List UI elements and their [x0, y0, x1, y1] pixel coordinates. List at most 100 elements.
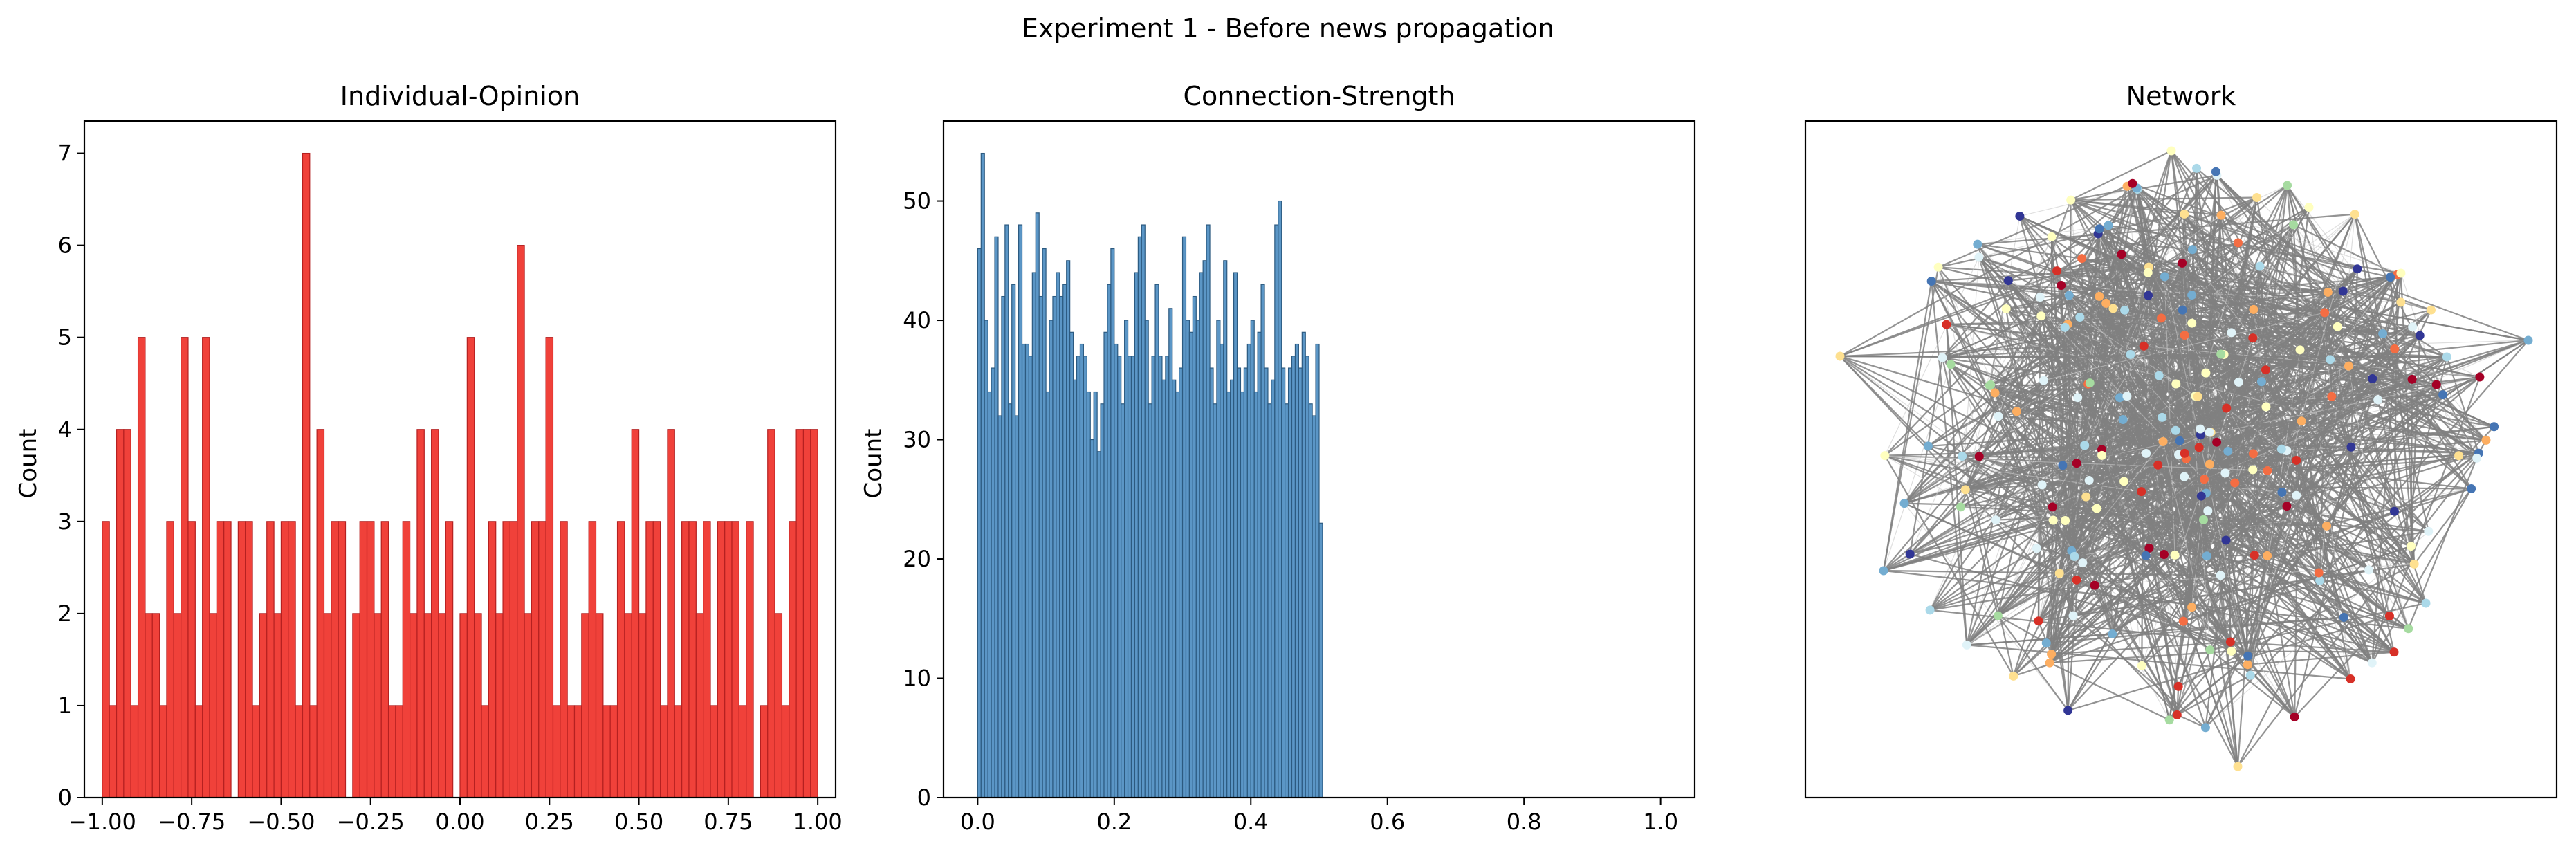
x-tick-label: −0.50 — [247, 809, 315, 835]
network-node — [2389, 506, 2399, 516]
network-edge — [2147, 272, 2263, 383]
histogram-bar — [1024, 343, 1030, 798]
histogram-bar — [1134, 272, 1139, 798]
histogram-bar — [374, 613, 382, 798]
network-edge — [2326, 378, 2413, 526]
network-node — [2390, 344, 2400, 353]
network-node — [2248, 465, 2258, 475]
network-node — [2061, 515, 2070, 525]
histogram-bar — [145, 613, 153, 798]
network-node — [2041, 638, 2051, 648]
y-tick-label: 0 — [917, 784, 931, 811]
network-node — [2212, 437, 2222, 447]
network-edge — [2067, 324, 2076, 557]
y-tick-label: 10 — [903, 665, 931, 692]
network-node — [2386, 273, 2395, 282]
histogram-bar — [1195, 320, 1200, 798]
histogram-bar — [1096, 451, 1101, 798]
network-edge — [2101, 405, 2267, 450]
histogram-bar — [395, 705, 403, 798]
histogram-bar — [567, 705, 576, 798]
histogram-bar — [1216, 320, 1221, 798]
histogram-bar — [746, 521, 754, 798]
histogram-bar — [116, 429, 125, 798]
network-node — [2454, 451, 2464, 461]
network-node — [2245, 670, 2255, 680]
network-edge — [2070, 233, 2099, 551]
network-node — [2442, 352, 2451, 362]
strength-histogram-bars — [977, 152, 1323, 798]
histogram-bar — [659, 705, 668, 798]
opinion-histogram-bars — [102, 152, 818, 798]
network-node — [2424, 526, 2434, 536]
histogram-bar — [1059, 295, 1064, 798]
y-tick-label: 30 — [903, 427, 931, 453]
histogram-bar — [1148, 403, 1152, 798]
network-edge — [2042, 484, 2472, 490]
network-edge — [1884, 455, 2014, 677]
histogram-bar — [1206, 224, 1211, 798]
histogram-bar — [1045, 391, 1050, 798]
network-node — [2407, 374, 2417, 384]
network-edge — [1998, 416, 2178, 715]
histogram-bar — [1130, 356, 1136, 798]
network-edge — [1960, 257, 1980, 507]
network-node — [2277, 488, 2287, 497]
network-edge — [1882, 267, 1940, 571]
histogram-bar — [1305, 356, 1309, 798]
network-node — [1993, 611, 2003, 620]
network-node — [2327, 392, 2337, 401]
histogram-bar — [216, 521, 225, 798]
histogram-bar — [1158, 356, 1163, 798]
histogram-bar — [1165, 356, 1170, 798]
histogram-bar — [130, 705, 139, 798]
network-node — [2159, 550, 2169, 560]
network-node — [2154, 371, 2164, 380]
histogram-bar — [488, 521, 497, 798]
network-node — [2333, 322, 2342, 331]
histogram-bar — [194, 705, 203, 798]
histogram-bar — [1137, 236, 1142, 798]
network-node — [1899, 499, 1909, 508]
network-node — [2108, 629, 2117, 639]
network-edge — [2079, 317, 2208, 557]
histogram-bar — [151, 613, 160, 798]
histogram-bar — [1185, 320, 1190, 798]
network-edge — [2019, 187, 2137, 217]
network-edge — [1883, 569, 2409, 629]
network-node — [2283, 181, 2292, 190]
network-node — [2108, 304, 2118, 313]
network-node — [2252, 193, 2262, 203]
histogram-bar — [1278, 200, 1282, 798]
y-tick-label: 6 — [58, 232, 72, 259]
network-edge — [2145, 555, 2409, 629]
network-node — [2153, 460, 2163, 470]
network-edge — [1929, 462, 2077, 611]
network-node — [2196, 424, 2205, 434]
network-node — [2315, 576, 2325, 585]
network-node — [1880, 451, 1890, 461]
histogram-bar — [1004, 224, 1009, 798]
network-node — [2353, 264, 2362, 274]
network-edge — [1931, 281, 2077, 580]
network-edge — [2294, 615, 2391, 718]
network-edge — [2256, 197, 2443, 396]
network-node — [2248, 333, 2258, 343]
histogram-bar — [674, 705, 683, 798]
histogram-bar — [1220, 343, 1224, 798]
histogram-bar — [266, 521, 275, 798]
network-node — [2367, 658, 2377, 668]
network-edge — [1883, 452, 2254, 572]
network-node — [2408, 322, 2418, 332]
network-edge — [2295, 335, 2421, 461]
histogram-bar — [1093, 391, 1098, 798]
network-node — [2037, 480, 2047, 490]
network-edge — [2049, 263, 2183, 663]
network-node — [2248, 449, 2258, 459]
network-node — [2339, 612, 2348, 622]
histogram-bar — [209, 613, 217, 798]
histogram-bar — [1281, 367, 1286, 798]
network-edge — [2223, 353, 2349, 367]
network-edge — [2200, 268, 2358, 430]
histogram-bar — [1274, 224, 1279, 798]
